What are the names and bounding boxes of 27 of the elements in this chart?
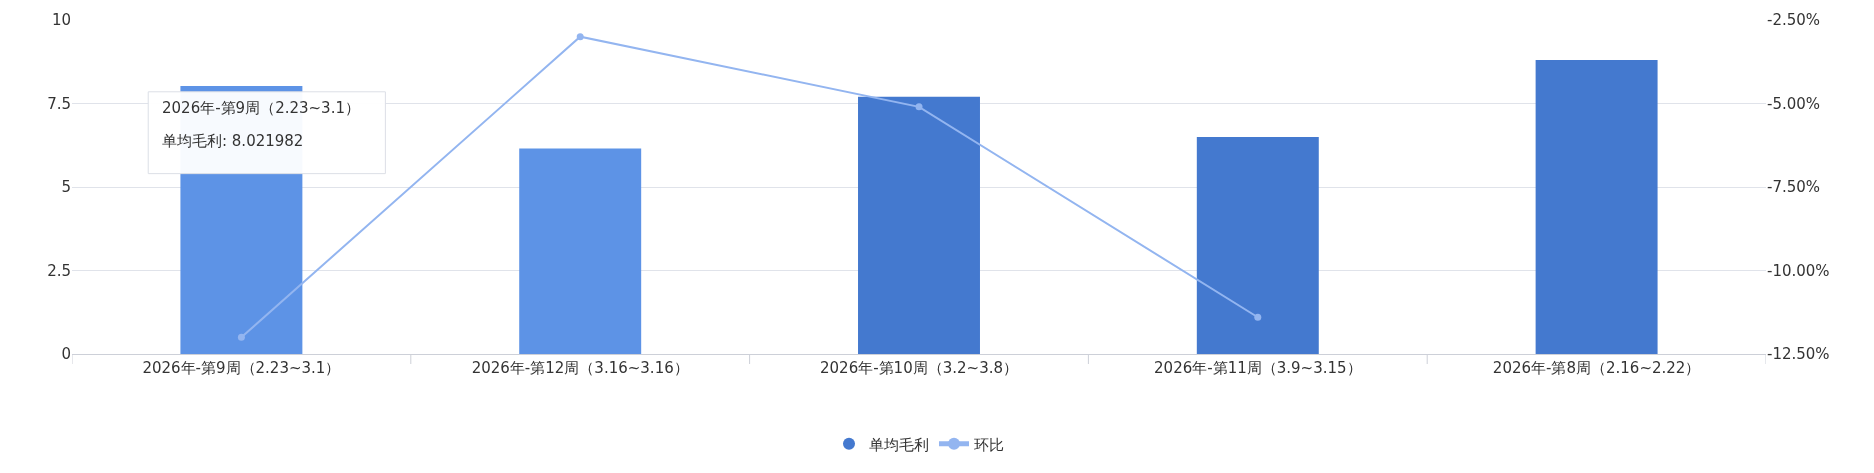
y-tick-label: 7.5 (47, 94, 71, 113)
point (237, 333, 245, 341)
bar (858, 96, 980, 354)
y2-tick-label: -2.50% (1767, 11, 1821, 30)
bar (519, 148, 642, 354)
point (915, 103, 923, 111)
annotation: 单均毛利: 8.021982 (162, 132, 304, 150)
legend-label: 单均毛利 (869, 435, 929, 454)
bar (1535, 60, 1658, 354)
y-tick-label: 10 (51, 11, 71, 30)
x-tick-label: 2026年-第10周（3.2~3.8） (820, 359, 1018, 377)
x-tick-label: 2026年-第12周（3.16~3.16） (471, 359, 689, 377)
y-tick-label: 5 (61, 178, 71, 197)
x-tick-label: 2026年-第8周（2.16~2.22） (1492, 359, 1701, 377)
x-tick-label: 2026年-第11周（3.9~3.15） (1154, 359, 1362, 377)
bar (1196, 136, 1319, 354)
y-tick-label: 2.5 (47, 261, 71, 280)
x-tick-label: 2026年-第9周（2.23~3.1） (142, 359, 341, 377)
y2-tick-label: -10.00% (1767, 261, 1830, 280)
y2-tick-label: -12.50% (1767, 345, 1830, 364)
annotation: 2026年-第9周（2.23~3.1） (162, 99, 360, 117)
y2-tick-label: -5.00% (1767, 94, 1821, 113)
legend-label: 环比 (974, 435, 1004, 454)
y-tick-label: 0 (61, 345, 71, 364)
point (1254, 313, 1262, 321)
y2-tick-label: -7.50% (1767, 178, 1821, 197)
point (576, 33, 584, 41)
